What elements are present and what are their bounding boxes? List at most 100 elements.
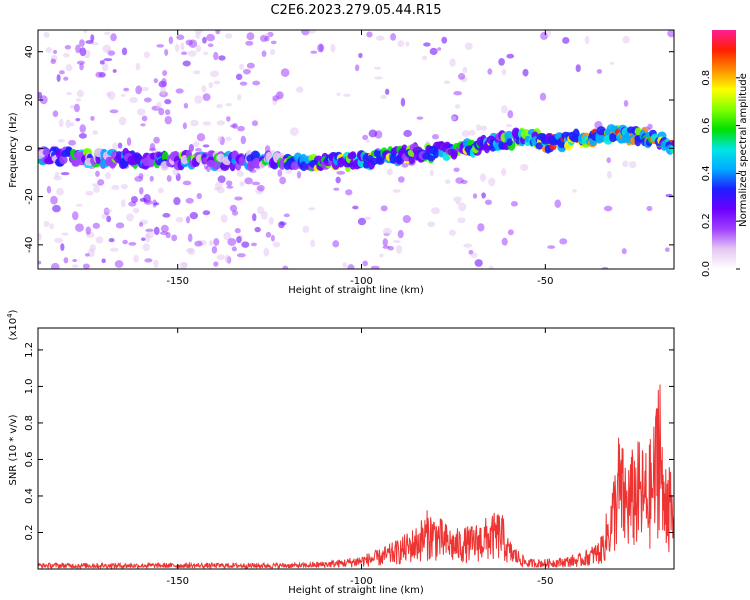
heatmap-speckle <box>540 31 548 40</box>
heatmap-speckle <box>451 116 457 121</box>
heatmap-speckle <box>57 138 66 143</box>
heatmap-speckle <box>50 262 60 269</box>
heatmap-speckle <box>301 30 310 36</box>
heatmap-speckle <box>347 264 355 269</box>
heatmap-cell <box>572 128 580 139</box>
heatmap-speckle <box>139 222 144 227</box>
heatmap-speckle <box>352 205 359 210</box>
heatmap-speckle <box>397 40 405 47</box>
heatmap-speckle <box>97 179 105 186</box>
heatmap-speckle <box>457 73 466 80</box>
heatmap-speckle <box>252 80 261 86</box>
heatmap-speckle <box>263 247 270 257</box>
colorbar: 0.0 0.2 0.4 0.6 0.8 Normalized spectral ampl… <box>701 30 749 277</box>
snr-panel: -150 -100 -50 0.2 0.4 0.6 0.8 1.0 1.2 Height of… <box>6 309 675 596</box>
heatmap-speckle <box>234 228 241 234</box>
heatmap-speckle <box>240 135 247 145</box>
heatmap-speckle <box>62 52 70 58</box>
heatmap-speckle <box>229 204 238 212</box>
heatmap-speckle <box>158 107 165 116</box>
heatmap-speckle <box>153 202 160 206</box>
heatmap-speckle <box>330 43 336 53</box>
heatmap-speckle <box>43 31 50 38</box>
heatmap-speckle <box>510 201 518 207</box>
heatmap-speckle <box>120 183 128 190</box>
heatmap-speckle <box>283 213 290 218</box>
heatmap-speckle <box>596 68 603 74</box>
heatmap-speckle <box>453 91 463 96</box>
y-tick-label: 0.2 <box>24 525 35 541</box>
heatmap-speckle <box>342 93 351 97</box>
heatmap-speckle <box>479 125 488 131</box>
heatmap-speckle <box>190 119 199 127</box>
heatmap-speckle <box>366 31 373 38</box>
heatmap-speckle <box>213 187 220 191</box>
heatmap-cell <box>161 151 169 163</box>
heatmap-speckle <box>164 98 172 105</box>
heatmap-cell <box>299 161 308 172</box>
heatmap-speckle <box>141 237 146 241</box>
x-tick-label: -150 <box>166 576 189 587</box>
heatmap-speckle <box>236 170 244 177</box>
heatmap-speckle <box>474 259 483 267</box>
heatmap-speckle <box>368 129 378 138</box>
heatmap-speckle <box>289 127 299 136</box>
heatmap-speckle <box>202 121 212 126</box>
heatmap-speckle <box>382 227 392 236</box>
heatmap-speckle <box>90 34 95 42</box>
heatmap-speckle <box>75 98 82 102</box>
y-tick-label: 0.4 <box>24 488 35 504</box>
heatmap-speckle <box>111 184 120 191</box>
heatmap-cell <box>504 130 514 141</box>
x-tick-label: -100 <box>350 276 373 287</box>
heatmap-speckle <box>257 184 265 192</box>
heatmap-speckle <box>45 47 52 53</box>
heatmap-speckle <box>397 229 404 239</box>
heatmap-speckle <box>423 42 431 47</box>
heatmap-speckle <box>61 232 69 236</box>
heatmap-speckle <box>213 80 221 85</box>
heatmap-cell <box>608 132 617 143</box>
heatmap-speckle <box>122 239 128 245</box>
heatmap-speckle <box>336 92 341 96</box>
heatmap-speckle <box>130 195 139 203</box>
heatmap-speckle <box>277 169 283 177</box>
heatmap-speckle <box>149 175 154 182</box>
heatmap-speckle <box>217 175 226 184</box>
heatmap-speckle <box>310 239 315 248</box>
heatmap-speckle <box>208 240 214 246</box>
heatmap-speckle <box>546 30 552 37</box>
heatmap-speckle <box>405 41 410 47</box>
heatmap-speckle <box>270 234 275 242</box>
heatmap-speckle <box>82 263 90 269</box>
heatmap-speckle <box>185 39 193 46</box>
heatmap-speckle <box>254 226 261 233</box>
heatmap-speckle <box>64 44 72 50</box>
heatmap-speckle <box>265 231 272 238</box>
heatmap-speckle <box>362 260 368 267</box>
heatmap-speckle <box>141 115 148 122</box>
heatmap-speckle <box>105 171 111 180</box>
heatmap-speckle <box>269 49 276 56</box>
heatmap-speckle <box>520 163 529 172</box>
heatmap-speckle <box>310 50 318 54</box>
heatmap-speckle <box>427 221 436 228</box>
heatmap-speckle <box>143 51 151 59</box>
heatmap-speckle <box>75 203 83 207</box>
heatmap-speckle <box>104 31 111 36</box>
heatmap-speckle <box>185 197 194 204</box>
heatmap-speckle <box>52 204 61 213</box>
heatmap-speckle <box>180 42 185 51</box>
heatmap-speckle <box>280 68 290 77</box>
heatmap-speckle <box>444 179 451 184</box>
heatmap-speckle <box>139 197 147 202</box>
heatmap-speckle <box>139 187 144 195</box>
heatmap-speckle <box>382 238 388 247</box>
heatmap-speckle <box>155 101 162 110</box>
heatmap-speckle <box>628 160 637 169</box>
heatmap-speckle <box>498 57 505 66</box>
heatmap-cell <box>671 139 674 147</box>
heatmap-speckle <box>239 181 245 187</box>
heatmap-speckle <box>501 105 508 114</box>
heatmap-speckle <box>182 122 187 130</box>
